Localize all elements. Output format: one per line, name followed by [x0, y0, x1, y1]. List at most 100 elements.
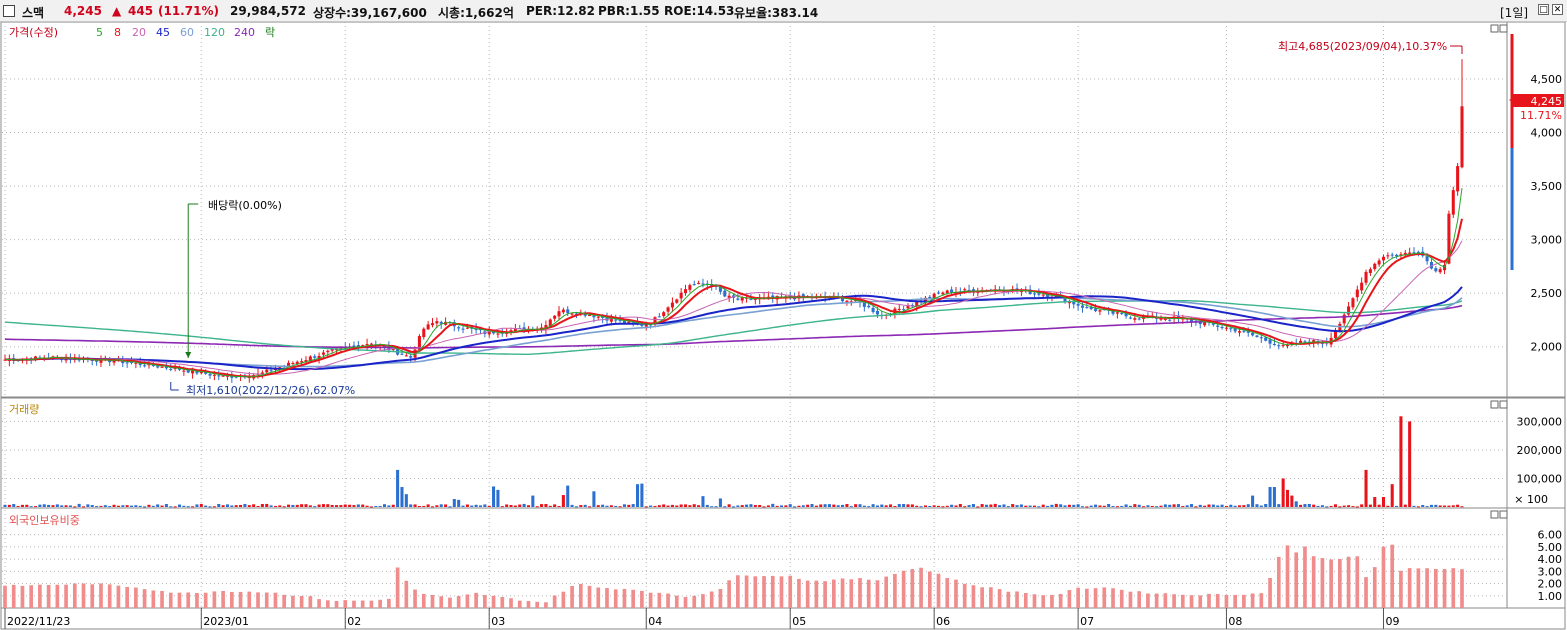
price-candle[interactable]: [1176, 311, 1180, 323]
foreign-ratio-bar[interactable]: [666, 593, 670, 608]
foreign-ratio-bar[interactable]: [125, 586, 129, 608]
volume-bar[interactable]: [561, 495, 565, 507]
volume-bar[interactable]: [531, 495, 535, 507]
volume-bar[interactable]: [417, 506, 421, 508]
foreign-ratio-bar[interactable]: [1242, 594, 1246, 608]
volume-bar[interactable]: [858, 504, 862, 507]
volume-bar[interactable]: [143, 506, 147, 508]
volume-bar[interactable]: [544, 504, 548, 507]
volume-bar[interactable]: [1054, 503, 1058, 507]
volume-bar[interactable]: [753, 504, 757, 507]
volume-bar[interactable]: [1364, 469, 1368, 507]
volume-bar[interactable]: [243, 503, 247, 507]
volume-bar[interactable]: [247, 505, 251, 507]
volume-bar[interactable]: [1434, 504, 1438, 507]
volume-bar[interactable]: [1124, 504, 1128, 507]
foreign-ratio-bar[interactable]: [1198, 595, 1203, 608]
volume-bar[interactable]: [86, 504, 90, 507]
volume-bar[interactable]: [1102, 505, 1106, 507]
foreign-ratio-bar[interactable]: [195, 592, 199, 608]
foreign-ratio-bar[interactable]: [640, 590, 644, 608]
price-candle[interactable]: [557, 306, 561, 321]
volume-bar[interactable]: [1176, 504, 1180, 507]
foreign-ratio-bar[interactable]: [55, 584, 60, 608]
foreign-ratio-bar[interactable]: [561, 591, 566, 608]
volume-bar[interactable]: [1325, 506, 1329, 508]
volume-bar[interactable]: [605, 505, 609, 507]
price-candle[interactable]: [1089, 304, 1093, 311]
foreign-ratio-bar[interactable]: [238, 591, 243, 608]
foreign-ratio-bar[interactable]: [282, 594, 287, 608]
foreign-ratio-bar[interactable]: [683, 596, 688, 608]
foreign-ratio-bar[interactable]: [1163, 593, 1168, 608]
volume-bar[interactable]: [273, 505, 277, 507]
volume-bar[interactable]: [919, 506, 923, 508]
price-candle[interactable]: [675, 298, 679, 304]
foreign-ratio-bar[interactable]: [997, 589, 1002, 608]
volume-bar[interactable]: [295, 504, 299, 507]
foreign-ratio-bar[interactable]: [334, 600, 339, 608]
volume-bar[interactable]: [535, 506, 539, 508]
volume-bar[interactable]: [313, 506, 317, 508]
volume-bar[interactable]: [160, 505, 164, 507]
volume-bar[interactable]: [1277, 504, 1281, 507]
volume-bar[interactable]: [330, 505, 334, 507]
price-candle[interactable]: [444, 317, 448, 326]
foreign-ratio-bar[interactable]: [762, 576, 766, 608]
foreign-ratio-bar[interactable]: [884, 576, 889, 608]
volume-bar[interactable]: [758, 504, 762, 507]
volume-bar[interactable]: [103, 505, 107, 507]
foreign-ratio-bar[interactable]: [596, 587, 601, 608]
volume-bar[interactable]: [47, 504, 51, 507]
volume-bar[interactable]: [950, 504, 954, 507]
volume-bar[interactable]: [474, 504, 478, 507]
volume-bar[interactable]: [95, 506, 99, 508]
volume-bar[interactable]: [749, 504, 753, 507]
volume-bar[interactable]: [614, 505, 618, 507]
price-candle[interactable]: [657, 312, 661, 318]
price-candle[interactable]: [409, 353, 413, 363]
foreign-ratio-bar[interactable]: [29, 585, 34, 608]
foreign-ratio-bar[interactable]: [648, 592, 653, 608]
foreign-ratio-bar[interactable]: [1303, 546, 1307, 608]
volume-bar[interactable]: [1076, 504, 1080, 507]
foreign-ratio-bar[interactable]: [1442, 569, 1447, 608]
stock-name[interactable]: 스맥: [22, 6, 45, 20]
volume-bar[interactable]: [688, 505, 692, 507]
volume-bar[interactable]: [1220, 504, 1224, 507]
foreign-ratio-bar[interactable]: [134, 587, 138, 608]
volume-bar[interactable]: [692, 504, 696, 507]
foreign-ratio-bar[interactable]: [910, 569, 915, 608]
foreign-ratio-bar[interactable]: [1172, 594, 1176, 608]
legend-ma20[interactable]: 20: [132, 26, 146, 39]
volume-bar[interactable]: [483, 504, 487, 507]
foreign-ratio-bar[interactable]: [99, 583, 103, 608]
foreign-ratio-bar[interactable]: [474, 592, 478, 608]
foreign-ratio-bar[interactable]: [1268, 577, 1272, 608]
foreign-ratio-bar[interactable]: [107, 584, 112, 608]
foreign-ratio-bar[interactable]: [814, 580, 819, 608]
volume-bar[interactable]: [125, 505, 129, 507]
volume-bar[interactable]: [1281, 478, 1285, 507]
price-candle[interactable]: [679, 288, 683, 303]
price-candle[interactable]: [439, 320, 443, 329]
foreign-ratio-bar[interactable]: [1076, 587, 1080, 608]
foreign-ratio-bar[interactable]: [1050, 594, 1054, 608]
volume-bar[interactable]: [1360, 504, 1364, 507]
volume-bar[interactable]: [518, 504, 522, 507]
foreign-ratio-bar[interactable]: [448, 597, 452, 608]
volume-bar[interactable]: [369, 506, 373, 508]
volume-bar[interactable]: [849, 506, 853, 508]
foreign-ratio-bar[interactable]: [770, 575, 775, 608]
volume-bar[interactable]: [457, 499, 461, 507]
volume-bar[interactable]: [1137, 504, 1141, 507]
volume-bar[interactable]: [304, 504, 308, 507]
foreign-ratio-bar[interactable]: [587, 585, 592, 608]
volume-bar[interactable]: [1386, 505, 1390, 507]
volume-bar[interactable]: [1233, 505, 1237, 507]
volume-bar[interactable]: [1342, 505, 1346, 507]
price-candle[interactable]: [561, 307, 565, 315]
stock-chart[interactable]: 2,0002,5003,0003,5004,0004,500100,000200…: [0, 22, 1567, 630]
legend-ma5[interactable]: 5: [96, 26, 103, 39]
volume-bar[interactable]: [592, 491, 596, 507]
